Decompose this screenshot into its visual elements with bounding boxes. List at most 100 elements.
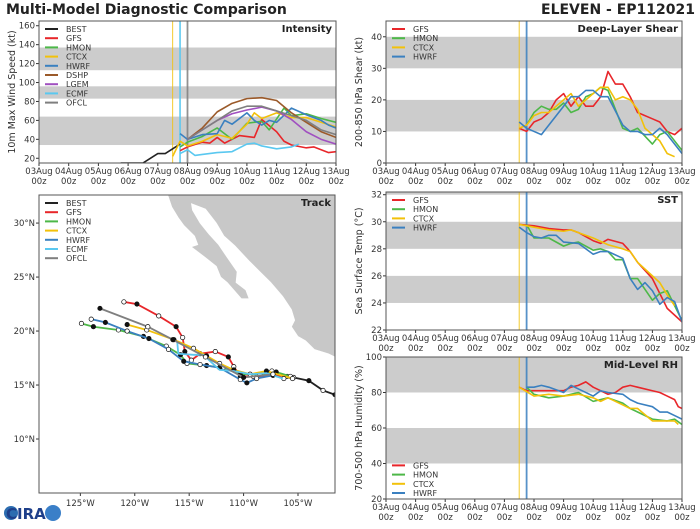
track-point xyxy=(225,354,231,360)
x-tick-label: 07Aug xyxy=(144,167,171,177)
x-tick-label: 08Aug xyxy=(520,167,547,177)
x-tick-label: 08Aug xyxy=(520,503,547,513)
x-tick-label: 03Aug xyxy=(372,167,399,177)
x-tick-label: 00z xyxy=(526,513,542,523)
panel-sst: 03Aug00z04Aug00z05Aug00z06Aug00z07Aug00z… xyxy=(354,191,696,354)
globe-icon xyxy=(4,506,18,520)
plot-area xyxy=(386,357,682,499)
x-tick-label: 12Aug xyxy=(639,334,666,344)
x-tick-label: 00z xyxy=(120,177,136,187)
track-point xyxy=(165,346,172,352)
x-tick-label: 00z xyxy=(408,344,424,354)
x-tick-label: 00z xyxy=(526,177,542,187)
x-tick-label: 08Aug xyxy=(520,334,547,344)
series-hwrf xyxy=(179,107,336,141)
x-tick-label: 00z xyxy=(645,177,661,187)
series-ecmf xyxy=(179,142,300,157)
x-tick-label: 00z xyxy=(467,177,483,187)
y-tick-label: 120 xyxy=(19,60,35,70)
x-tick-label: 00z xyxy=(328,177,344,187)
track-point xyxy=(88,316,94,322)
panel-shear: 03Aug00z04Aug00z05Aug00z06Aug00z07Aug00z… xyxy=(354,20,696,187)
x-tick-label: 09Aug xyxy=(550,167,577,177)
x-tick-label: 00z xyxy=(438,177,454,187)
x-tick-label: 00z xyxy=(269,177,285,187)
y-tick-label: 28 xyxy=(371,245,382,255)
x-tick-label: 00z xyxy=(438,513,454,523)
x-tick-label: 00z xyxy=(378,177,394,187)
series-gfs xyxy=(518,70,682,136)
plot-frame xyxy=(385,20,683,164)
y-tick-label: 100 xyxy=(19,79,35,89)
y-tick-label: 40 xyxy=(371,33,382,43)
panel-title: Intensity xyxy=(282,24,333,35)
track-point xyxy=(124,328,130,334)
legend-label: HWRF xyxy=(413,53,437,62)
y-tick-label: 60 xyxy=(371,424,382,434)
legend-label: HMON xyxy=(66,217,91,226)
x-tick-label: 10Aug xyxy=(579,334,606,344)
track-point xyxy=(145,324,151,330)
x-tick-label: 120°W xyxy=(120,499,149,509)
y-tick-label: 10°N xyxy=(14,435,35,445)
series-hmon xyxy=(179,107,336,148)
series-gfs xyxy=(519,223,682,323)
x-tick-label: 00z xyxy=(210,177,226,187)
category-band xyxy=(386,192,682,195)
track-ofcl xyxy=(99,307,274,379)
legend-label: GFS xyxy=(413,25,429,34)
land-mexico xyxy=(167,195,335,358)
series-hmon xyxy=(525,224,682,321)
logo-text: CIRA xyxy=(6,505,46,523)
x-tick-label: 13Aug xyxy=(668,503,695,513)
legend-label: GFS xyxy=(413,196,429,205)
y-tick-label: 20 xyxy=(371,495,382,505)
x-tick-label: 105°W xyxy=(284,499,313,509)
series-ctcx xyxy=(518,386,679,426)
x-tick-label: 00z xyxy=(586,177,602,187)
x-tick-label: 00z xyxy=(467,344,483,354)
track-point xyxy=(102,319,108,325)
x-tick-label: 08Aug xyxy=(174,167,201,177)
track-point xyxy=(173,324,179,330)
y-tick-label: 24 xyxy=(371,299,382,309)
x-tick-label: 125°W xyxy=(66,499,95,509)
x-tick-label: 12Aug xyxy=(639,167,666,177)
track-point xyxy=(241,374,247,381)
x-tick-label: 09Aug xyxy=(203,167,230,177)
track-point xyxy=(180,334,186,341)
track-point xyxy=(197,361,203,368)
track-point xyxy=(170,337,176,343)
y-tick-label: 26 xyxy=(371,272,382,282)
legend-label: CTCX xyxy=(66,53,88,62)
y-axis-label: 10m Max Wind Speed (kt) xyxy=(7,30,18,153)
legend-label: HMON xyxy=(413,471,438,480)
y-axis-label: 700-500 hPa Humidity (%) xyxy=(354,365,365,490)
x-tick-label: 06Aug xyxy=(114,167,141,177)
x-tick-label: 03Aug xyxy=(372,503,399,513)
x-tick-label: 00z xyxy=(239,177,255,187)
x-tick-label: 00z xyxy=(438,344,454,354)
legend-label: OFCL xyxy=(66,99,87,108)
y-tick-label: 15°N xyxy=(14,381,35,391)
panel-track: 125°W 120°W 115°W 110°W 105°W 10°N 15°N 20°N 25°… xyxy=(14,194,336,509)
x-tick-label: 00z xyxy=(556,513,572,523)
track-point xyxy=(124,322,130,328)
cira-logo: CIRA xyxy=(4,505,61,523)
x-tick-label: 00z xyxy=(674,177,690,187)
y-tick-label: 20 xyxy=(24,154,35,164)
x-tick-label: 00z xyxy=(378,513,394,523)
x-tick-label: 10Aug xyxy=(233,167,260,177)
x-tick-label: 06Aug xyxy=(461,167,488,177)
x-tick-label: 00z xyxy=(526,344,542,354)
legend-label: HMON xyxy=(66,43,91,52)
series-ofcl xyxy=(187,105,336,141)
legend-label: ECMF xyxy=(66,89,89,98)
panel-title: Mid-Level RH xyxy=(604,360,678,371)
series-hwrf xyxy=(526,384,682,420)
y-tick-label: 80 xyxy=(24,97,35,107)
x-tick-label: 00z xyxy=(61,177,77,187)
series-ctcx xyxy=(518,86,675,158)
